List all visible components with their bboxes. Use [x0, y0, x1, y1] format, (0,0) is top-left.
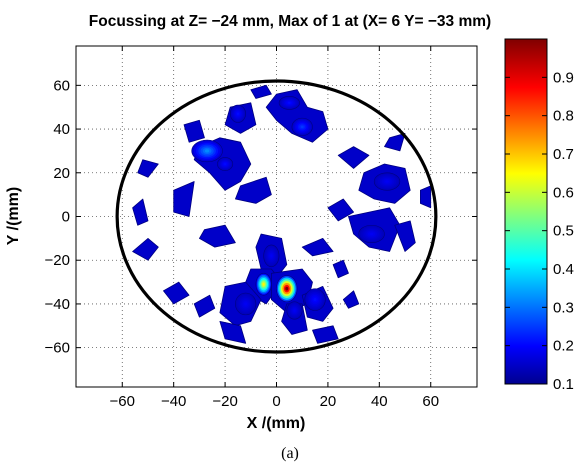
x-ticks: −60 −40 −20 0 20 40 60: [110, 46, 439, 410]
contour-patch: [234, 176, 272, 204]
contour-level: [313, 298, 317, 302]
y-ticks: −60 −40 −20 0 20 40 60: [45, 77, 477, 357]
boundary-circle: [115, 79, 438, 354]
contour-level: [204, 149, 210, 153]
contour-patch: [183, 119, 205, 143]
contour-level: [385, 180, 389, 183]
contour-level: [270, 254, 273, 258]
colorbar-tick-label: 0.4: [553, 261, 574, 278]
contour-patch: [132, 198, 149, 226]
colorbar-tick-label: 0.8: [553, 108, 574, 125]
contour-level: [369, 232, 374, 236]
y-tick-label: 20: [53, 165, 70, 182]
colorbar-tick-label: 0.1: [553, 376, 574, 393]
contour-level: [293, 309, 296, 312]
figure-caption: (a): [281, 445, 299, 462]
y-tick-label: 0: [62, 209, 70, 226]
contour-patch: [219, 320, 247, 344]
colorbar-tick-label: 0.5: [553, 223, 574, 240]
contour-patch: [250, 84, 272, 99]
contour-level: [223, 163, 227, 165]
colorbar-tick-label: 0.9: [553, 69, 574, 86]
x-tick-label: 60: [422, 393, 439, 410]
contour-patch: [312, 325, 339, 344]
contour-patch: [193, 294, 216, 318]
colorbar-tick-label: 0.6: [553, 184, 574, 201]
x-tick-label: 40: [371, 393, 388, 410]
x-tick-label: 20: [320, 393, 337, 410]
contour-level: [285, 286, 289, 291]
y-tick-label: −60: [45, 340, 70, 357]
contour-hotspots: [191, 95, 401, 320]
contour-level: [262, 282, 265, 286]
contour-patch: [173, 181, 195, 217]
contour-patch: [301, 237, 334, 257]
plot-area: −60 −40 −20 0 20 40 60 −60 −40 −20 0 20 40 60: [45, 45, 478, 410]
colorbar-tick-label: 0.3: [553, 299, 574, 316]
x-axis-label: X /(mm): [247, 415, 306, 432]
contour-patch: [132, 237, 159, 261]
contour-patch: [137, 159, 159, 178]
contour-patch: [162, 281, 190, 305]
contour-patch: [342, 290, 360, 309]
colorbar-gradient: [504, 38, 548, 385]
y-axis-label: Y /(mm): [5, 187, 22, 245]
colorbar: 0.1 0.2 0.3 0.4 0.5 0.6 0.7 0.8 0.9: [504, 38, 574, 393]
contour-patch: [384, 132, 406, 152]
colorbar-ticks: 0.1 0.2 0.3 0.4 0.5 0.6 0.7 0.8 0.9: [505, 69, 574, 393]
contour-patch: [419, 185, 432, 209]
y-tick-label: 40: [53, 121, 70, 138]
contour-patch: [337, 146, 370, 169]
contour-level: [236, 112, 240, 116]
contour-patch: [394, 220, 416, 252]
y-tick-label: −40: [45, 296, 70, 313]
contour-patch: [327, 198, 355, 222]
x-tick-label: 0: [272, 393, 280, 410]
colorbar-tick-label: 0.2: [553, 338, 574, 355]
contour-patch: [332, 259, 349, 279]
contour-patch: [198, 224, 236, 248]
contour-level: [287, 101, 291, 104]
chart-title: Focussing at Z= −24 mm, Max of 1 at (X= …: [89, 13, 491, 30]
y-tick-label: 60: [53, 77, 70, 94]
x-tick-label: −40: [161, 393, 186, 410]
x-tick-label: −20: [212, 393, 237, 410]
contour-level: [244, 302, 248, 306]
y-tick-label: −20: [45, 252, 70, 269]
x-tick-label: −60: [110, 393, 135, 410]
boundary-circle-line: [115, 79, 438, 354]
colorbar-tick-label: 0.7: [553, 146, 574, 163]
contour-level: [300, 125, 304, 129]
